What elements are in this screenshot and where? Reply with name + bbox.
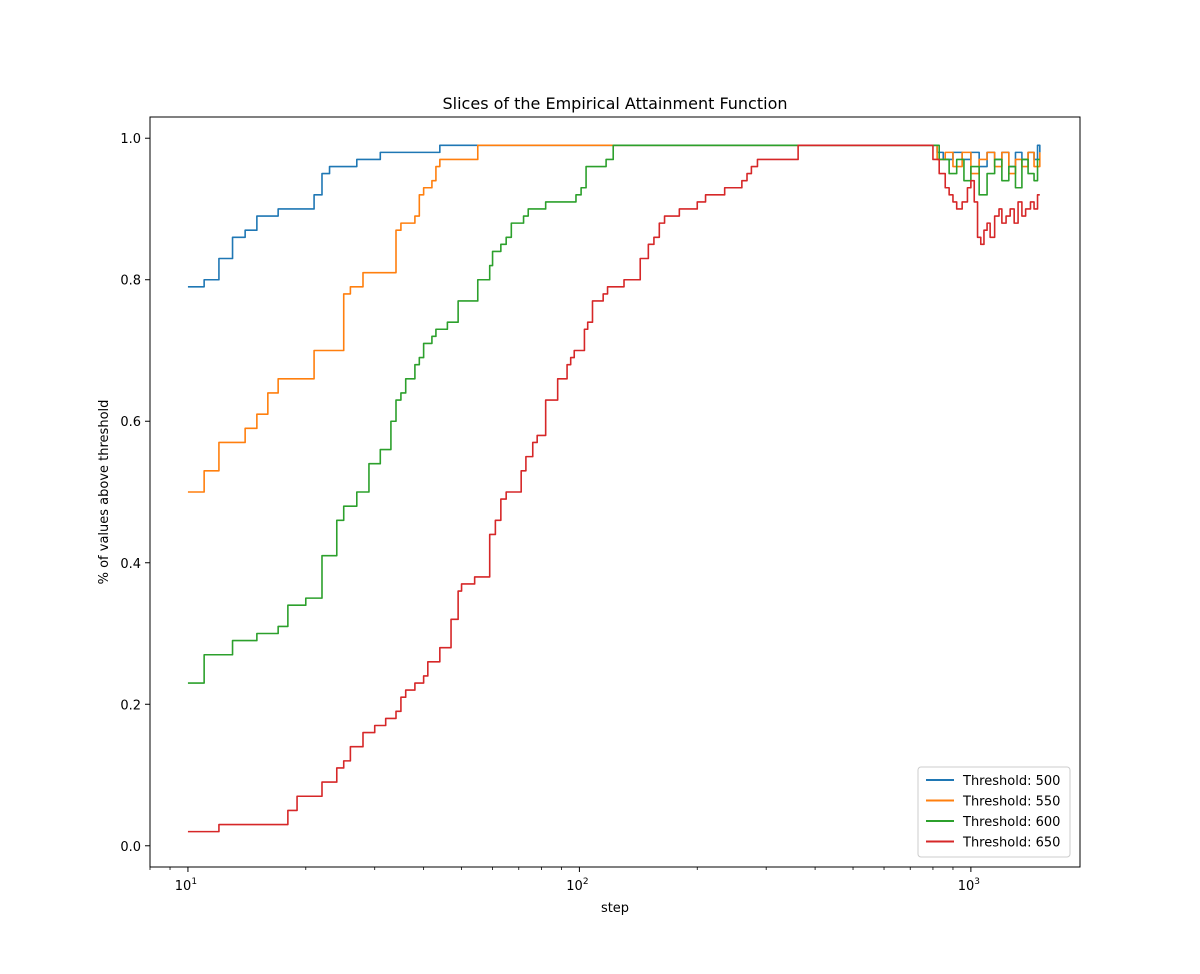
- legend-entry-label: Threshold: 600: [962, 815, 1060, 830]
- x-tick-label: 102: [566, 877, 588, 894]
- y-tick-label: 0.8: [120, 274, 141, 289]
- x-axis-label: step: [601, 901, 629, 916]
- x-tick-label: 101: [175, 877, 197, 894]
- y-tick-label: 0.0: [120, 840, 141, 855]
- legend-entry-label: Threshold: 550: [962, 795, 1060, 810]
- series-line-threshold-600: [187, 144, 1040, 684]
- legend-entry-label: Threshold: 500: [962, 774, 1060, 789]
- y-axis-label: % of values above threshold: [97, 400, 112, 585]
- chart-title: Slices of the Empirical Attainment Funct…: [443, 94, 788, 113]
- y-tick-label: 0.4: [120, 557, 141, 572]
- y-tick-label: 0.6: [120, 415, 141, 430]
- series-line-threshold-650: [187, 144, 1040, 833]
- y-tick-label: 0.2: [120, 698, 141, 713]
- legend-box: [917, 766, 1071, 858]
- x-tick-label: 103: [958, 877, 980, 894]
- legend: Threshold: 500 Threshold: 550 Threshold: 6…: [917, 766, 1071, 858]
- plot-area: 0.0 0.2 0.4 0.6 0.8 1.0 101 102 103: [120, 132, 1041, 894]
- series-line-threshold-550: [187, 144, 1041, 493]
- axes-frame: [149, 116, 1081, 868]
- y-tick-label: 1.0: [120, 132, 141, 147]
- legend-entry-label: Threshold: 650: [962, 836, 1060, 851]
